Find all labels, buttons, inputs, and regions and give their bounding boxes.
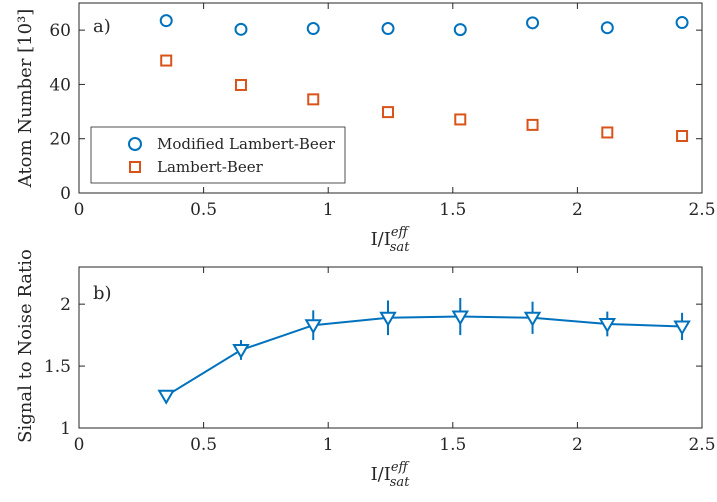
- point-lambert-beer: [234, 78, 247, 91]
- point-modified-lambert-beer: [306, 22, 320, 36]
- point-signal-to-noise: [673, 320, 691, 336]
- point-modified-lambert-beer: [600, 21, 614, 35]
- panel-a-legend[interactable]: Modified Lambert-Beer Lambert-Beer: [90, 126, 346, 184]
- panel-b-x-tick-label: 1: [323, 435, 334, 455]
- panel-a-x-axis-label: I/Ieff sat: [371, 225, 411, 255]
- point-signal-to-noise: [379, 311, 397, 327]
- point-signal-to-noise: [304, 319, 322, 335]
- panel-b-series-line: [165, 315, 683, 397]
- panel-b-y-tick-label: 2: [60, 295, 71, 315]
- legend-label-lambert-beer: Lambert-Beer: [157, 158, 264, 176]
- panel-b-x-label-sup: eff: [391, 460, 411, 475]
- panel-a-x-label-main: I/I: [371, 229, 391, 250]
- panel-a-x-label-sub: sat: [390, 240, 410, 255]
- panel-a-marks: [159, 14, 689, 142]
- panel-a-x-tick-label: 0.5: [190, 200, 217, 220]
- panel-b-label: b): [93, 283, 112, 304]
- point-lambert-beer: [382, 106, 395, 119]
- legend-marker-modified-lambert-beer: [128, 137, 142, 151]
- panel-a-ticks: 0 0.5 1 1.5 2 2.5 0 20 40 60: [49, 3, 716, 220]
- legend-label-modified-lambert-beer: Modified Lambert-Beer: [157, 135, 336, 153]
- panel-b-ticks: 0 0.5 1 1.5 2 2.5 1 1.5 2: [44, 267, 716, 455]
- point-modified-lambert-beer: [159, 14, 173, 28]
- panel-b-x-tick-label: 2.5: [688, 435, 715, 455]
- point-signal-to-noise: [598, 317, 617, 333]
- point-lambert-beer: [307, 93, 320, 106]
- point-signal-to-noise: [451, 310, 470, 326]
- point-modified-lambert-beer: [234, 22, 248, 36]
- point-signal-to-noise: [523, 311, 542, 327]
- point-modified-lambert-beer: [381, 22, 395, 36]
- panel-a-axes-box: [78, 2, 703, 194]
- panel-a-y-tick-label: 60: [49, 21, 71, 41]
- panel-b-x-axis-label: I/Ieff sat: [371, 460, 411, 490]
- panel-a-y-tick-label: 40: [49, 75, 71, 95]
- point-signal-to-noise: [157, 389, 175, 405]
- panel-b-x-tick-label: 1.5: [439, 435, 466, 455]
- panel-b-marks: [157, 297, 691, 405]
- panel-a-label: a): [93, 16, 111, 37]
- panel-a-x-label-sup: eff: [391, 225, 411, 240]
- panel-a-y-axis-label: Atom Number [10³]: [15, 9, 36, 189]
- panel-b-x-tick-label: 0.5: [190, 435, 217, 455]
- point-lambert-beer: [454, 113, 467, 126]
- panel-b-x-label-main: I/I: [371, 464, 391, 485]
- point-modified-lambert-beer: [675, 16, 689, 30]
- point-lambert-beer: [526, 118, 539, 131]
- panel-b-x-label-sub: sat: [390, 475, 410, 490]
- panel-b-y-tick-label: 1.5: [44, 357, 71, 377]
- panel-b-x-tick-label: 0: [74, 435, 85, 455]
- legend-marker-lambert-beer: [129, 161, 141, 173]
- point-lambert-beer: [601, 126, 614, 139]
- panel-b-axes-box: [78, 266, 703, 429]
- point-lambert-beer: [160, 54, 173, 67]
- panel-a-y-tick-label: 0: [60, 184, 71, 204]
- point-lambert-beer: [676, 130, 689, 142]
- point-modified-lambert-beer: [453, 23, 467, 37]
- panel-a-x-tick-label: 2.5: [688, 200, 715, 220]
- panel-b-x-tick-label: 2: [572, 435, 583, 455]
- panel-b-y-axis-label: Signal to Noise Ratio: [15, 249, 36, 443]
- panel-a-x-tick-label: 1.5: [439, 200, 466, 220]
- panel-b-y-tick-label: 1: [60, 419, 71, 439]
- point-modified-lambert-beer: [526, 16, 540, 30]
- panel-a-x-tick-label: 2: [572, 200, 583, 220]
- panel-a-x-tick-label: 1: [323, 200, 334, 220]
- panel-a-x-tick-label: 0: [74, 200, 85, 220]
- point-signal-to-noise: [232, 343, 250, 359]
- panel-a-y-tick-label: 20: [49, 130, 71, 150]
- legend-box: [90, 126, 346, 184]
- panel-a-atom-number: 0 0.5 1 1.5 2 2.5 0 20 40 60 a) Modified Lambert-…: [15, 2, 716, 255]
- panel-b-signal-to-noise: 0 0.5 1 1.5 2 2.5 1 1.5 2 b) Signal to Noise Rat…: [15, 249, 716, 490]
